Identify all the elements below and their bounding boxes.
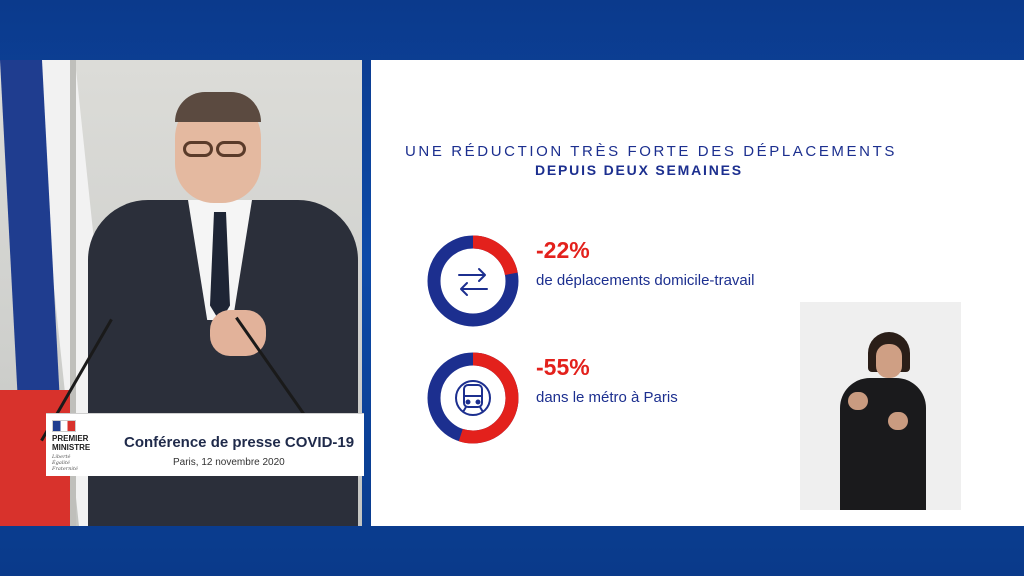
speaker (80, 92, 360, 526)
flag-icon (52, 420, 76, 432)
slide-title: UNE RÉDUCTION TRÈS FORTE DES DÉPLACEMENT… (405, 143, 897, 160)
premier-ministre-logo: PREMIER MINISTRE Liberté Égalité Fratern… (52, 420, 106, 472)
stat-label: dans le métro à Paris (536, 389, 678, 406)
stat-metro: -55% dans le métro à Paris (427, 352, 827, 452)
stat-commute: -22% de déplacements domicile-travail (427, 235, 827, 335)
slide-subtitle: DEPUIS DEUX SEMAINES (535, 162, 743, 178)
metro-train-icon (455, 380, 491, 416)
press-conference-banner: PREMIER MINISTRE Liberté Égalité Fratern… (46, 413, 364, 476)
stat-value: -22% (536, 237, 590, 263)
commute-reduction-donut (427, 235, 519, 327)
swap-arrows-icon (458, 268, 488, 296)
stat-value: -55% (536, 354, 590, 380)
stat-label: de déplacements domicile-travail (536, 272, 755, 289)
conference-date: Paris, 12 novembre 2020 (173, 457, 285, 468)
sign-language-interpreter (800, 302, 961, 510)
metro-reduction-donut (427, 352, 519, 444)
conference-title: Conférence de presse COVID-19 (124, 434, 355, 451)
